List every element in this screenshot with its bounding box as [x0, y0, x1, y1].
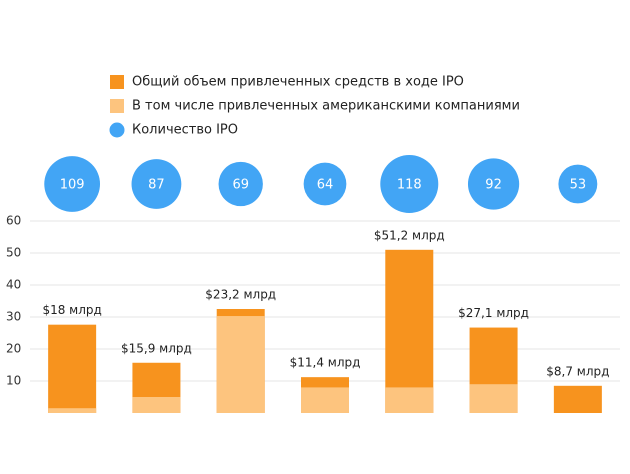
- bubble: [218, 161, 263, 207]
- bar: [48, 408, 97, 413]
- bubble-label: 92: [485, 178, 502, 193]
- y-tick-label: 20: [6, 342, 21, 356]
- legend-swatch: [109, 122, 125, 138]
- bar-annotation: $18 млрд: [42, 303, 101, 317]
- bar-annotation: $15,9 млрд: [121, 341, 192, 355]
- bar-annotation: $51,2 млрд: [374, 228, 445, 242]
- y-tick-label: 40: [6, 278, 21, 292]
- bar: [469, 384, 518, 413]
- bar: [48, 324, 97, 413]
- bar: [385, 387, 434, 413]
- bar: [216, 316, 265, 413]
- legend-text: Количество IPO: [132, 123, 238, 138]
- bar: [385, 249, 434, 413]
- bubble-label: 109: [60, 178, 85, 193]
- bar-annotation: $27,1 млрд: [458, 306, 529, 320]
- bubble-label: 69: [232, 178, 249, 193]
- bar: [301, 387, 349, 413]
- bubble-label: 53: [570, 178, 587, 193]
- bubble: [303, 162, 347, 206]
- legend-swatch: [110, 75, 124, 89]
- y-tick-label: 50: [6, 246, 21, 260]
- bubble: [558, 164, 598, 204]
- bubble: [467, 158, 520, 210]
- bar-annotation: $11,4 млрд: [290, 356, 361, 370]
- bar: [553, 385, 602, 413]
- bubble: [131, 159, 182, 209]
- bubble-label: 118: [397, 178, 422, 193]
- bar-annotation: $8,7 млрд: [546, 364, 609, 378]
- bar: [132, 397, 181, 413]
- bar-annotation: $23,2 млрд: [205, 288, 276, 302]
- bubble-label: 87: [148, 178, 165, 193]
- y-tick-label: 30: [6, 310, 21, 324]
- bubble-label: 64: [317, 178, 334, 193]
- y-tick-label: 60: [6, 214, 21, 228]
- legend-text: В том числе привлеченных американскими к…: [132, 99, 520, 114]
- legend-text: Общий объем привлеченных средств в ходе …: [132, 75, 464, 90]
- legend-swatch: [110, 99, 124, 113]
- bubble: [380, 155, 439, 213]
- y-tick-label: 10: [6, 374, 21, 388]
- bubble: [44, 156, 101, 212]
